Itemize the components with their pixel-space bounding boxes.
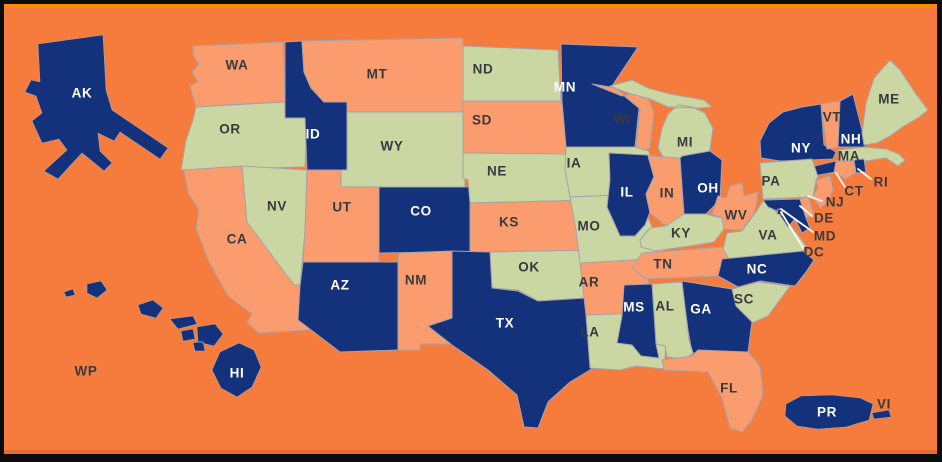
state-label-al: AL	[655, 299, 674, 314]
state-label-md: MD	[814, 229, 836, 244]
callout-line-md	[780, 208, 814, 233]
state-label-nc: NC	[747, 262, 768, 277]
state-label-ne: NE	[487, 164, 507, 179]
state-label-la: LA	[580, 325, 599, 340]
callout-line-ri	[857, 168, 872, 180]
state-mn[interactable]	[560, 43, 640, 148]
callout-lines	[780, 168, 872, 249]
state-label-ma: MA	[838, 149, 860, 164]
state-label-nm: NM	[405, 273, 427, 288]
state-label-ut: UT	[332, 200, 351, 215]
state-label-az: AZ	[330, 278, 349, 293]
state-fl[interactable]	[661, 349, 764, 433]
top-accent-line	[4, 4, 937, 8]
state-ak[interactable]	[24, 34, 169, 180]
state-label-pa: PA	[762, 174, 781, 189]
state-label-ar: AR	[579, 275, 600, 290]
state-label-nj: NJ	[826, 195, 844, 210]
state-label-in: IN	[660, 186, 675, 201]
state-label-mo: MO	[578, 219, 601, 234]
state-label-id: ID	[306, 127, 321, 142]
state-tx[interactable]	[427, 250, 621, 429]
state-wa[interactable]	[189, 41, 286, 108]
territories-layer	[24, 34, 892, 430]
state-wv[interactable]	[711, 182, 759, 231]
state-label-fl: FL	[720, 381, 738, 396]
state-label-ok: OK	[518, 260, 539, 275]
state-label-ca: CA	[227, 232, 248, 247]
state-label-wi: WI	[613, 112, 631, 127]
state-label-hi: HI	[230, 366, 245, 381]
state-nh[interactable]	[837, 93, 867, 148]
state-ms[interactable]	[616, 283, 660, 359]
state-label-co: CO	[410, 204, 431, 219]
state-label-wy: WY	[381, 139, 404, 154]
state-label-nh: NH	[841, 132, 862, 147]
state-label-sd: SD	[472, 113, 492, 128]
state-label-nv: NV	[267, 199, 287, 214]
state-mi[interactable]	[609, 79, 714, 163]
bottom-accent-line	[4, 448, 937, 454]
state-label-ms: MS	[623, 300, 644, 315]
state-ct[interactable]	[833, 160, 857, 180]
state-label-dc: DC	[804, 245, 825, 260]
state-label-nd: ND	[473, 62, 494, 77]
state-label-ri: RI	[874, 175, 889, 190]
callout-line-de	[799, 205, 813, 217]
state-vi[interactable]	[871, 409, 892, 420]
state-label-mt: MT	[367, 67, 388, 82]
state-label-de: DE	[814, 211, 834, 226]
state-ri[interactable]	[853, 158, 867, 174]
state-label-vi: VI	[877, 397, 891, 412]
callout-line-nj	[807, 195, 823, 202]
state-label-ia: IA	[567, 156, 582, 171]
state-label-ak: AK	[72, 86, 93, 101]
state-label-vt: VT	[823, 110, 842, 125]
state-label-mi: MI	[677, 135, 693, 150]
state-label-wv: WV	[725, 208, 748, 223]
state-label-mn: MN	[554, 80, 576, 95]
state-label-ct: CT	[844, 184, 863, 199]
state-label-or: OR	[219, 122, 240, 137]
state-labels: WA OR CA ID NV MT WY UT CO AZ NM ND SD N…	[72, 58, 899, 420]
state-label-me: ME	[878, 92, 899, 107]
states-layer	[180, 37, 929, 433]
state-oh[interactable]	[679, 150, 723, 215]
state-label-ga: GA	[690, 302, 711, 317]
state-label-ky: KY	[671, 226, 691, 241]
state-me[interactable]	[861, 59, 929, 146]
state-hi[interactable]	[63, 280, 262, 398]
state-pr[interactable]	[784, 394, 874, 430]
state-label-ny: NY	[791, 141, 811, 156]
state-label-tn: TN	[653, 257, 672, 272]
state-nc[interactable]	[717, 250, 815, 288]
state-de[interactable]	[799, 195, 815, 219]
callout-line-ct	[835, 172, 846, 188]
state-label-il: IL	[620, 185, 633, 200]
state-label-pr: PR	[817, 405, 837, 420]
callout-line-dc	[780, 211, 804, 249]
state-label-sc: SC	[734, 292, 754, 307]
state-label-wp: WP	[75, 364, 98, 379]
state-label-oh: OH	[697, 181, 718, 196]
state-label-wa: WA	[226, 58, 249, 73]
state-label-va: VA	[759, 228, 778, 243]
state-label-tx: TX	[496, 316, 514, 331]
state-label-ks: KS	[499, 215, 519, 230]
